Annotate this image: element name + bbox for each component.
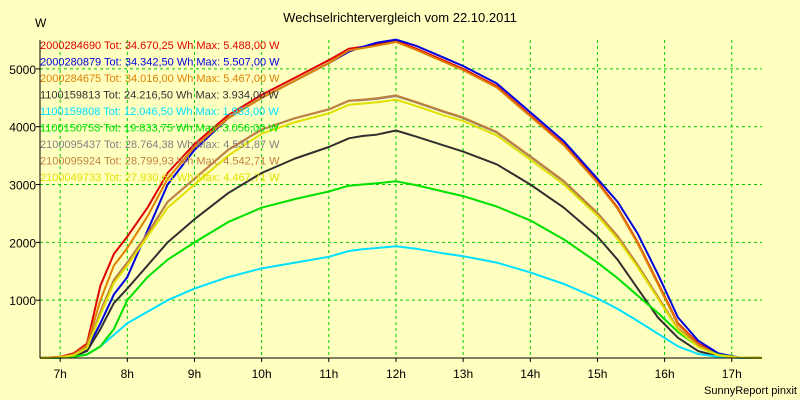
y-axis-label: W [35, 16, 47, 30]
x-tick-label: 16h [655, 367, 675, 381]
y-tick-label: 5000 [9, 63, 36, 77]
x-tick-label: 13h [453, 367, 473, 381]
legend-entry-1: 2000284690 Tot: 34.670,25 Wh Max: 5.488,… [40, 40, 280, 52]
legend-entry-4: 1100159813 Tot: 24.216,50 Wh Max: 3.934,… [40, 90, 279, 102]
legend-entry-7: 2100095437 Tot: 28.764,38 Wh Max: 4.531,… [40, 139, 280, 151]
x-tick-label: 9h [188, 367, 201, 381]
y-tick-label: 3000 [9, 179, 36, 193]
x-tick-label: 14h [520, 367, 540, 381]
y-tick-label: 2000 [9, 236, 36, 250]
x-tick-label: 17h [722, 367, 742, 381]
legend-entry-6: 1100150753 Tot: 19.833,75 Wh Max: 3.056,… [40, 123, 279, 135]
y-axis: 1000 2000 3000 4000 5000 [9, 63, 40, 308]
legend-entry-8: 2100095924 Tot: 28.799,93 Wh Max: 4.542,… [40, 156, 280, 168]
series-line-8 [39, 94, 763, 359]
report-footer: SunnyReport pinxit [704, 385, 797, 397]
x-tick-label: 15h [587, 367, 607, 381]
x-tick-label: 8h [121, 367, 134, 381]
legend: 2000284690 Tot: 34.670,25 Wh Max: 5.488,… [40, 40, 280, 184]
legend-entry-9: 2100049733 Tot: 27.930,63 Wh Max: 4.467,… [40, 172, 280, 184]
legend-entry-3: 2000284675 Tot: 34.016,00 Wh Max: 5.467,… [40, 73, 280, 85]
series-line-2 [39, 38, 763, 359]
legend-entry-2: 2000280879 Tot: 34.342,50 Wh Max: 5.507,… [40, 57, 280, 69]
legend-entry-5: 1100159808 Tot: 12.046,50 Wh Max: 1.933,… [40, 106, 279, 118]
x-tick-label: 10h [252, 367, 272, 381]
series-line-5 [39, 245, 763, 359]
series-line-9 [39, 98, 763, 359]
y-tick-label: 1000 [9, 294, 36, 308]
x-axis: 7h 8h 9h 10h 11h 12h 13h 14h 15h 16h 17h [53, 358, 742, 381]
grid-layer [40, 40, 762, 358]
series-line-3 [39, 40, 763, 359]
series-layer [39, 38, 763, 359]
x-tick-label: 7h [53, 367, 66, 381]
x-tick-label: 11h [319, 367, 338, 381]
y-tick-label: 4000 [9, 121, 36, 135]
series-line-6 [39, 180, 763, 359]
chart-title: Wechselrichtervergleich vom 22.10.2011 [283, 10, 517, 25]
x-tick-label: 12h [386, 367, 406, 381]
